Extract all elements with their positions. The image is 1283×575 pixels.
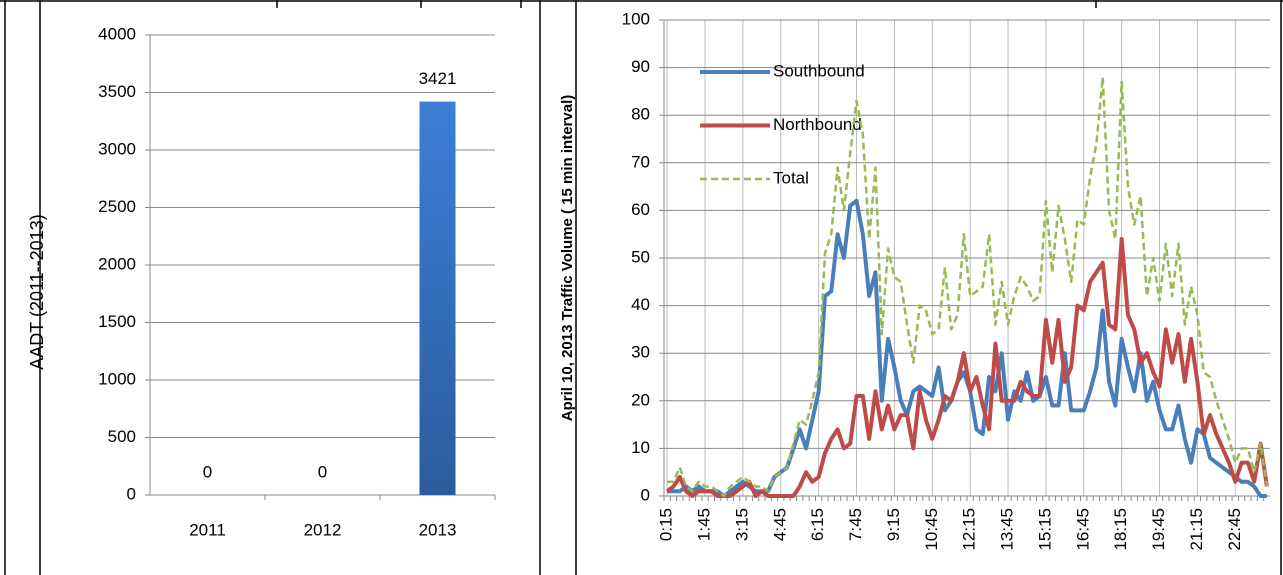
y-tick-label: 1000 <box>98 369 136 388</box>
y-axis-label: AADT (2011--2013) <box>27 214 47 369</box>
x-tick-label: 9:15 <box>884 508 903 541</box>
y-tick-label: 20 <box>631 390 650 409</box>
y-tick-label: 4000 <box>98 24 136 43</box>
x-tick-label: 1:45 <box>695 508 714 541</box>
y-tick-label: 30 <box>631 343 650 362</box>
y-tick-label: 3500 <box>98 82 136 101</box>
data-label: 0 <box>318 462 327 481</box>
y-tick-label: 2000 <box>98 254 136 273</box>
series-line <box>665 236 1269 498</box>
y-tick-label: 500 <box>108 427 136 446</box>
x-tick-label: 2013 <box>419 520 457 539</box>
bar <box>419 101 456 496</box>
x-tick-label: 13:45 <box>998 508 1017 551</box>
x-tick-label: 6:15 <box>808 508 827 541</box>
series-line <box>667 75 1269 498</box>
y-tick-label: 90 <box>631 57 650 76</box>
x-tick-label: 18:15 <box>1111 508 1130 551</box>
y-tick-label: 3000 <box>98 139 136 158</box>
x-tick-label: 2012 <box>304 520 342 539</box>
y-axis-label: April 10, 2013 Traffic Volume ( 15 min i… <box>559 95 576 422</box>
legend-label: Northbound <box>773 115 862 134</box>
x-tick-label: 10:45 <box>922 508 941 551</box>
y-tick-label: 60 <box>631 200 650 219</box>
x-tick-label: 2011 <box>189 520 226 539</box>
y-tick-label: 1500 <box>98 312 136 331</box>
y-tick-label: 0 <box>127 484 136 503</box>
x-tick-label: 4:45 <box>770 508 789 541</box>
x-tick-label: 19:45 <box>1149 508 1168 551</box>
legend-label: Total <box>773 168 809 187</box>
data-label: 0 <box>203 462 212 481</box>
y-tick-label: 100 <box>622 9 650 28</box>
x-tick-label: 21:15 <box>1187 508 1206 551</box>
legend-label: Southbound <box>773 61 865 80</box>
x-tick-label: 22:45 <box>1225 508 1244 551</box>
y-tick-label: 0 <box>641 485 650 504</box>
x-tick-label: 12:15 <box>960 508 979 551</box>
y-tick-label: 70 <box>631 152 650 171</box>
y-tick-label: 50 <box>631 247 650 266</box>
data-label: 3421 <box>419 69 457 88</box>
x-tick-label: 0:15 <box>657 508 676 541</box>
x-tick-label: 16:45 <box>1073 508 1092 551</box>
y-tick-label: 40 <box>631 295 650 314</box>
y-tick-label: 10 <box>631 438 650 457</box>
x-tick-label: 3:15 <box>732 508 751 541</box>
y-tick-label: 80 <box>631 105 650 124</box>
x-tick-label: 15:15 <box>1035 508 1054 551</box>
y-tick-label: 2500 <box>98 197 136 216</box>
x-tick-label: 7:45 <box>846 508 865 541</box>
